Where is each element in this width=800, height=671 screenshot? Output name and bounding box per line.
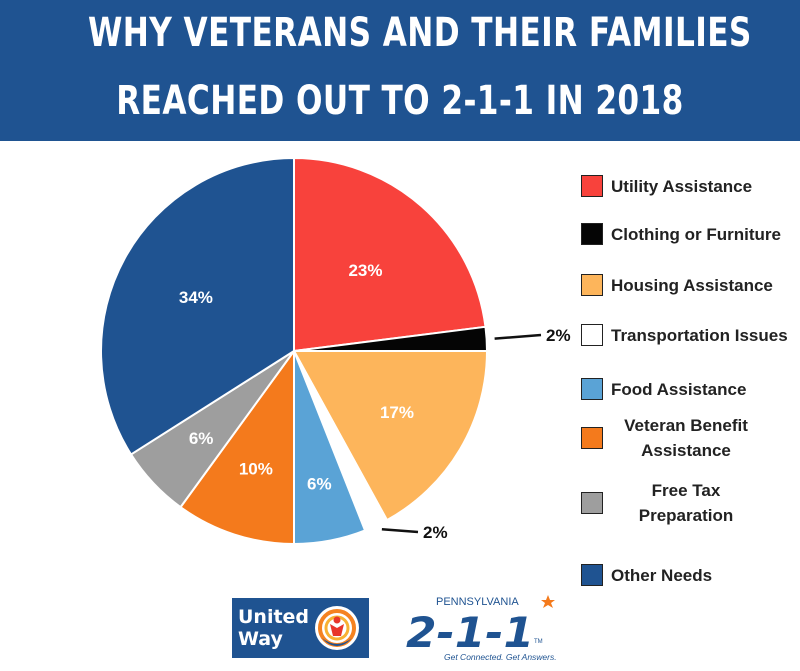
legend-item: Veteran Benefit Assistance	[581, 413, 761, 463]
legend-label: Clothing or Furniture	[611, 222, 781, 247]
united-way-logo-line-2: Way	[238, 628, 283, 650]
legend-item: Food Assistance	[581, 377, 746, 402]
legend-swatch	[581, 274, 603, 296]
legend-label: Other Needs	[611, 563, 712, 588]
legend-item: Transportation Issues	[581, 323, 788, 348]
legend-label-line: Clothing or Furniture	[611, 224, 781, 244]
pie-label-transportation-issues: 2%	[423, 523, 448, 542]
legend: Utility Assistance Clothing or Furniture H…	[0, 141, 800, 591]
title-line-1: WHY VETERANS AND THEIR FAMILIES	[88, 10, 752, 56]
legend-label-line: Preparation	[638, 506, 734, 525]
pie-label-food-assistance: 6%	[307, 475, 332, 494]
legend-swatch	[581, 324, 603, 346]
legend-label: Transportation Issues	[611, 323, 788, 348]
legend-label: Free Tax Preparation	[611, 478, 761, 528]
pie-label-other-needs: 34%	[179, 288, 213, 307]
legend-item: Housing Assistance	[581, 273, 773, 298]
legend-label-line: Assistance	[641, 441, 731, 460]
legend-swatch	[581, 223, 603, 245]
legend-label-line: Veteran Benefit	[624, 416, 748, 435]
pie-leader-clothing-or-furniture	[494, 333, 542, 340]
legend-swatch	[581, 427, 603, 449]
pie-label-utility-assistance: 23%	[348, 261, 382, 280]
title-line-2: REACHED OUT TO 2-1-1 IN 2018	[116, 78, 684, 124]
legend-label-line: Transportation Issues	[611, 325, 788, 345]
legend-label: Veteran Benefit Assistance	[611, 413, 761, 463]
pa211-tm: TM	[534, 639, 543, 645]
legend-item: Other Needs	[581, 563, 712, 588]
legend-label-line: Food Assistance	[611, 379, 747, 399]
pie-label-housing-assistance: 17%	[380, 403, 414, 422]
pa211-tagline: Get Connected. Get Answers.	[444, 652, 557, 662]
legend-label-line: Free Tax	[651, 481, 721, 500]
title-banner: WHY VETERANS AND THEIR FAMILIES REACHED …	[0, 0, 800, 141]
legend-item: Utility Assistance	[581, 174, 752, 199]
legend-swatch	[581, 492, 603, 514]
footer-logos: United Way PENNSYLVANIA 2-1-1 TM Get Con…	[0, 591, 800, 671]
pie-label-free-tax-preparation: 6%	[189, 429, 214, 448]
legend-swatch	[581, 378, 603, 400]
legend-label: Food Assistance	[611, 377, 746, 402]
legend-label: Housing Assistance	[611, 273, 773, 298]
star-icon	[541, 595, 555, 608]
pie-leader-transportation-issues	[381, 528, 419, 534]
pie-label-clothing-or-furniture: 2%	[546, 326, 571, 345]
legend-item: Clothing or Furniture	[581, 222, 781, 247]
legend-label-line: Housing Assistance	[611, 275, 773, 295]
legend-swatch	[581, 175, 603, 197]
legend-item: Free Tax Preparation	[581, 478, 761, 528]
united-way-hand-icon	[315, 606, 359, 650]
legend-label: Utility Assistance	[611, 174, 752, 199]
pa211-state: PENNSYLVANIA	[436, 596, 519, 608]
united-way-logo-line-1: United	[238, 606, 310, 628]
pennsylvania-211-logo: PENNSYLVANIA 2-1-1 TM Get Connected. Get…	[406, 595, 557, 662]
legend-label-line: Other Needs	[611, 565, 713, 585]
pie-chart: 23% 2% 17% 2% 6% 10% 6% 34%	[100, 156, 571, 546]
pie-outline	[100, 157, 488, 545]
united-way-logo: United Way	[232, 598, 369, 658]
pa211-number: 2-1-1	[406, 608, 534, 657]
pie-label-veteran-benefit-assistance: 10%	[239, 459, 273, 478]
legend-label-line: Utility Assistance	[611, 176, 753, 196]
legend-swatch	[581, 564, 603, 586]
